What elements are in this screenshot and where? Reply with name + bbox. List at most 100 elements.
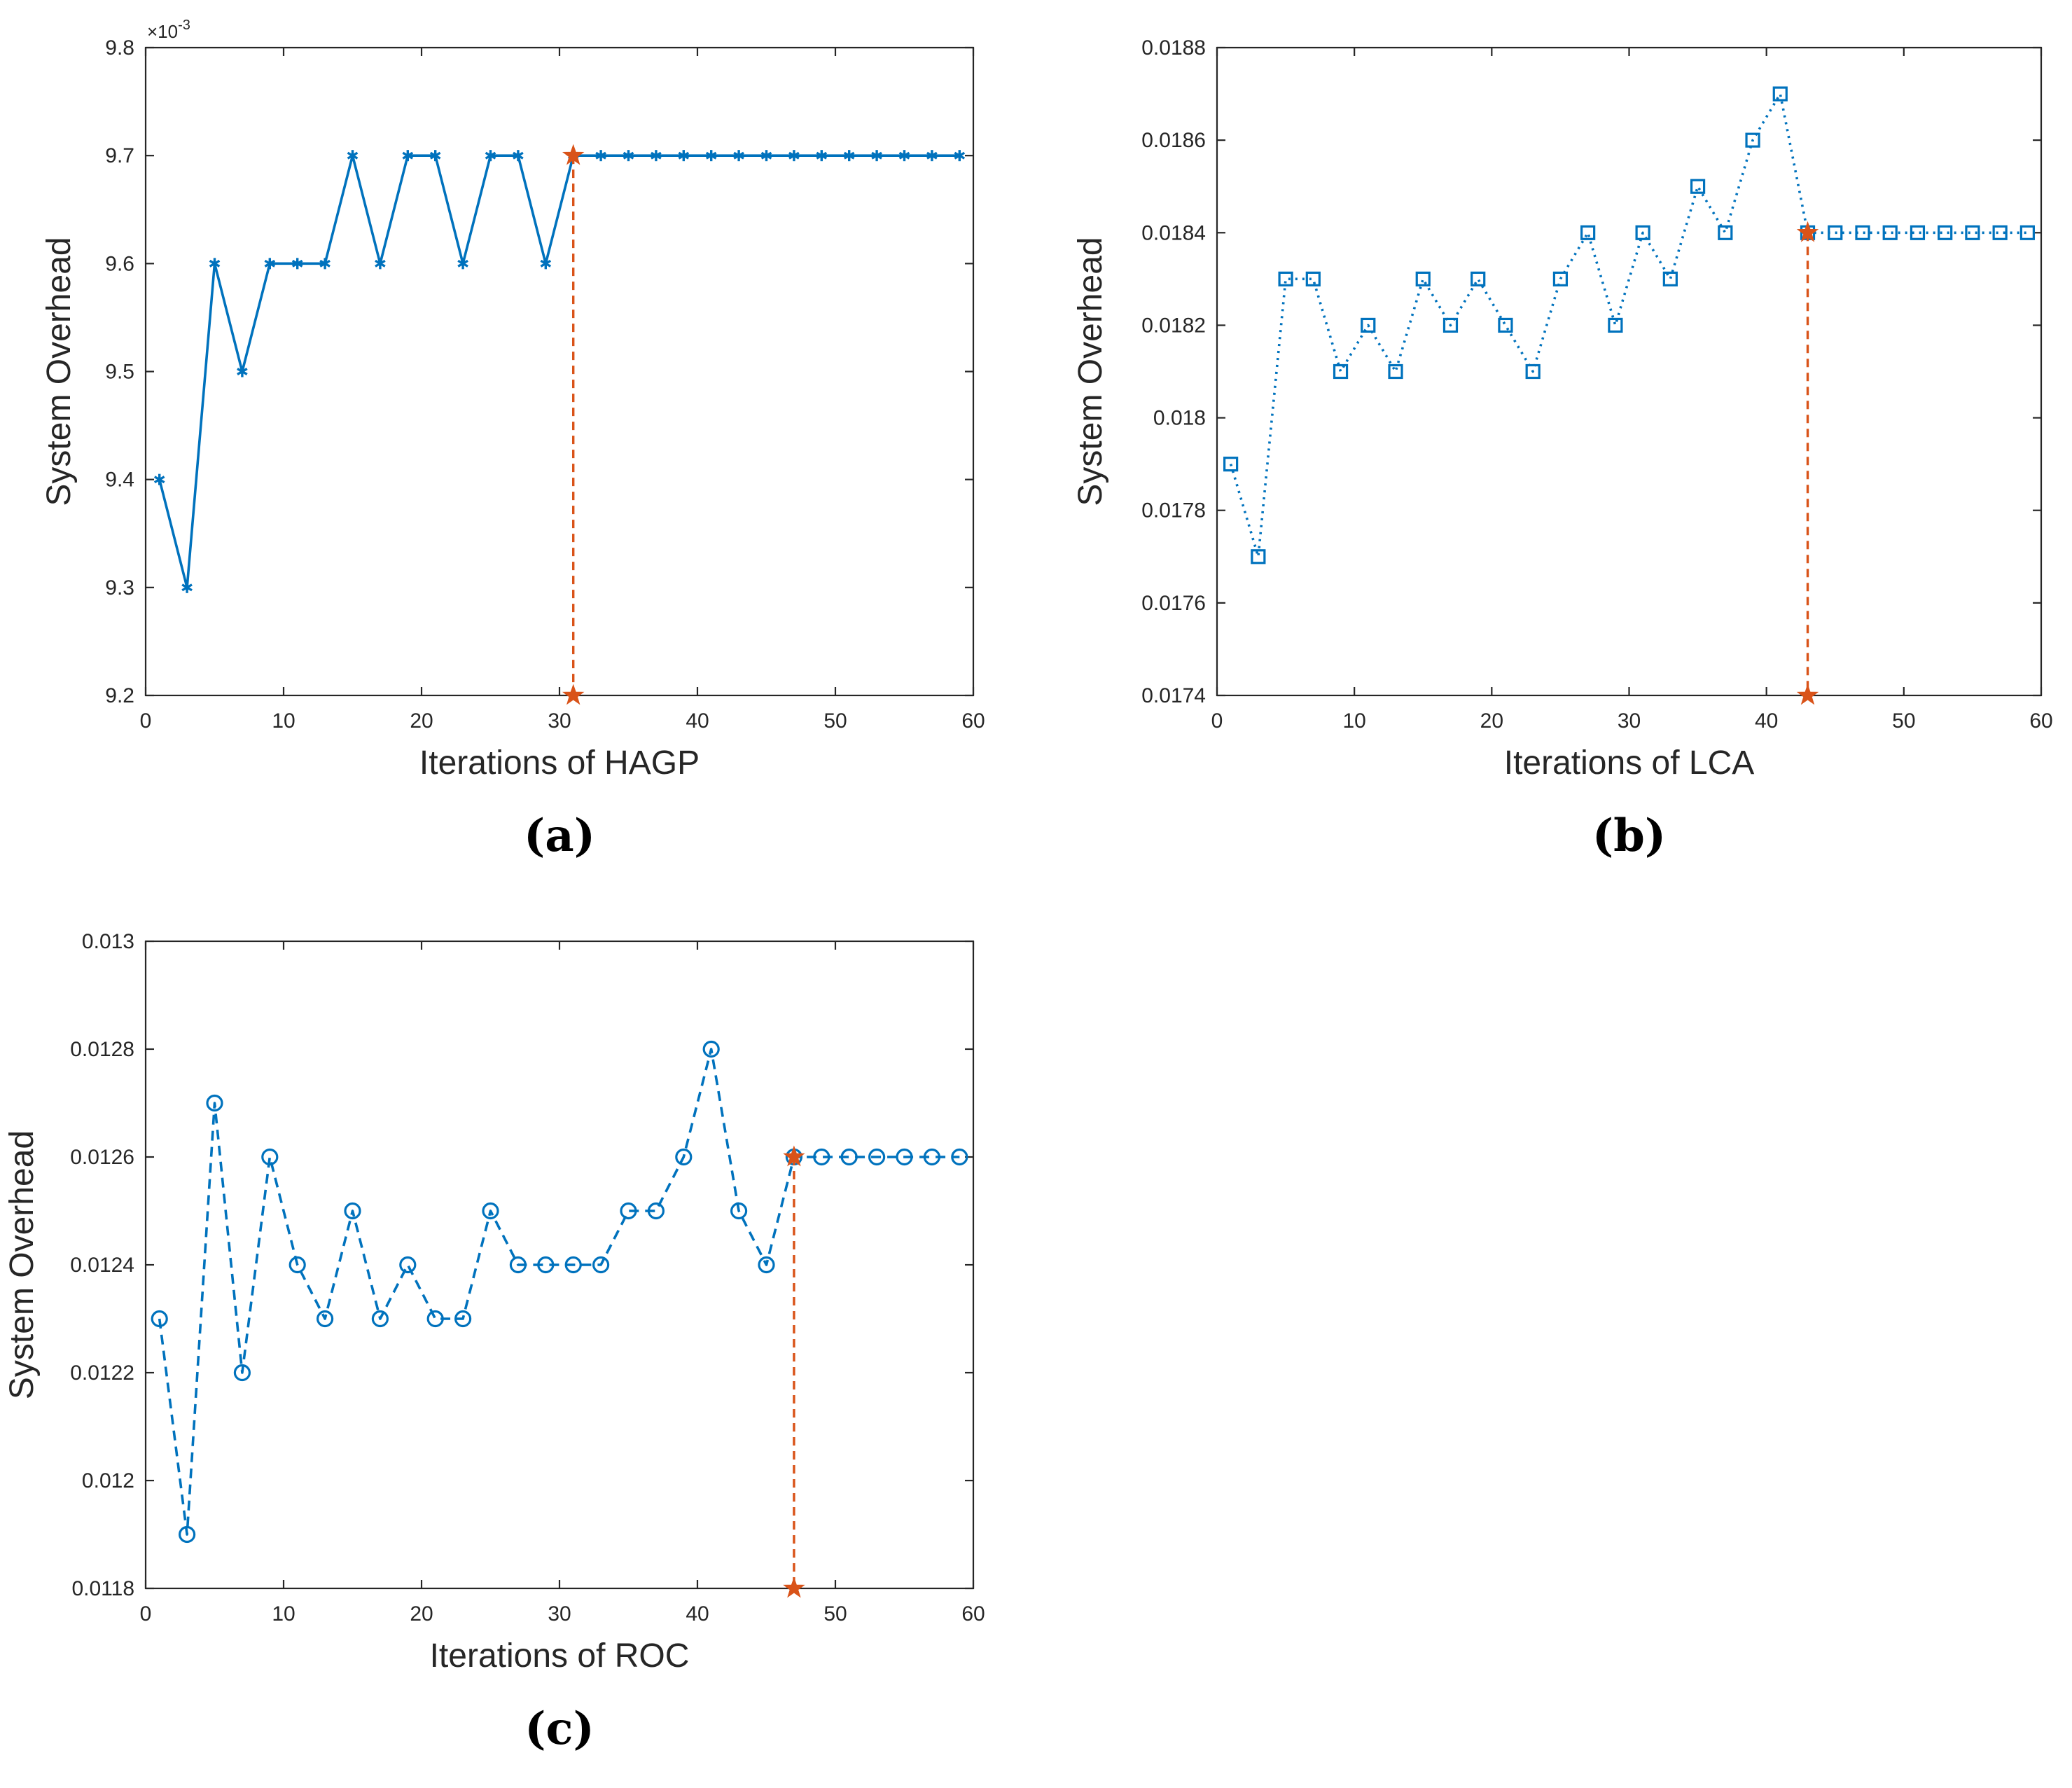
chart-panel-a: 0 10 20 30 40 50 60 9.2 9.3 9.4 9.5 9.6 9.7 9.8 ×10-3 I… <box>41 18 985 862</box>
y-tick-label: 0.012 <box>82 1469 134 1492</box>
data-point <box>651 150 662 162</box>
x-tick-label: 0 <box>140 1602 152 1626</box>
data-point <box>375 258 386 270</box>
x-axis-label: Iterations of ROC <box>430 1637 690 1675</box>
data-point <box>1305 271 1321 286</box>
data-point <box>1223 457 1239 472</box>
x-tick-label: 20 <box>410 709 433 733</box>
y-tick-label: 9.3 <box>105 576 134 600</box>
x-tick-label: 50 <box>823 709 847 733</box>
data-point <box>678 150 690 162</box>
data-point <box>1415 271 1431 286</box>
data-point <box>813 1148 830 1166</box>
data-point <box>733 150 744 162</box>
y-tick-label: 9.6 <box>105 252 134 275</box>
panel-label: (c) <box>524 1703 595 1755</box>
convergence-star-baseline <box>783 1576 805 1598</box>
data-point <box>454 1310 472 1328</box>
x-tick-label: 40 <box>686 709 709 733</box>
y-tick-label: 0.0122 <box>70 1361 134 1385</box>
data-point <box>209 258 221 270</box>
data-point <box>1333 363 1349 380</box>
data-point <box>923 1148 941 1166</box>
data-point <box>595 150 606 162</box>
data-point <box>261 1148 279 1166</box>
y-tick-label: 0.0128 <box>70 1038 134 1061</box>
data-point <box>926 150 938 162</box>
data-point <box>702 1040 720 1058</box>
data-point <box>429 150 441 162</box>
convergence-star-baseline <box>562 684 585 705</box>
data-point <box>675 1148 693 1166</box>
chart-panel-c: 0 10 20 30 40 50 60 0.0118 0.012 0.0122 0.0124 0.01… <box>4 930 985 1755</box>
data-point <box>288 1256 306 1274</box>
x-tick-label: 20 <box>410 1602 433 1626</box>
x-axis-label: Iterations of LCA <box>1504 744 1755 782</box>
data-point <box>843 150 855 162</box>
convergence-star <box>783 1145 805 1167</box>
data-point <box>1388 363 1403 380</box>
series-line <box>158 1048 960 1536</box>
convergence-star <box>1796 221 1819 242</box>
y-axis-multiplier: ×10-3 <box>147 18 190 42</box>
data-point <box>1361 317 1376 333</box>
x-tick-label: 10 <box>272 709 295 733</box>
data-point <box>1882 225 1898 240</box>
data-point <box>1662 271 1678 286</box>
y-tick-label: 0.0124 <box>70 1254 134 1277</box>
data-point <box>871 150 882 162</box>
data-point <box>206 1094 223 1112</box>
data-point <box>1965 225 1980 240</box>
data-point <box>954 150 966 162</box>
y-axis-label: System Overhead <box>1072 237 1109 506</box>
y-tick-label: 9.8 <box>105 36 134 60</box>
data-point <box>1772 86 1788 102</box>
data-point <box>1992 225 2008 240</box>
data-point <box>233 1364 251 1382</box>
data-point <box>179 1525 196 1544</box>
x-tick-label: 30 <box>1618 709 1641 733</box>
y-tick-label: 0.0188 <box>1141 36 1206 60</box>
data-point <box>317 1310 334 1328</box>
x-tick-label: 40 <box>1755 709 1778 733</box>
x-tick-label: 30 <box>548 709 571 733</box>
y-axis-label: System Overhead <box>41 237 78 506</box>
y-tick-label: 0.013 <box>82 930 134 953</box>
data-point <box>371 1310 389 1328</box>
x-tick-label: 0 <box>140 709 152 733</box>
data-point <box>457 258 468 270</box>
y-tick-label: 9.7 <box>105 144 134 167</box>
data-point <box>1855 225 1870 240</box>
y-tick-label: 0.0178 <box>1141 499 1206 522</box>
data-point <box>1938 225 1953 240</box>
data-point <box>1525 363 1541 380</box>
data-point <box>898 150 910 162</box>
data-point <box>1608 317 1623 333</box>
x-tick-label: 20 <box>1480 709 1503 733</box>
y-tick-label: 9.2 <box>105 684 134 707</box>
y-tick-label: 9.5 <box>105 361 134 384</box>
x-tick-label: 60 <box>961 1602 985 1626</box>
data-point <box>840 1148 858 1166</box>
x-tick-label: 0 <box>1211 709 1223 733</box>
data-point <box>537 1256 555 1274</box>
data-point <box>1690 179 1706 194</box>
x-tick-label: 10 <box>272 1602 295 1626</box>
x-tick-label: 50 <box>1892 709 1915 733</box>
data-point <box>1442 317 1459 333</box>
data-point <box>1470 271 1486 286</box>
data-point <box>1828 225 1843 240</box>
data-point <box>647 1202 665 1220</box>
data-point <box>592 1256 610 1274</box>
data-point <box>1718 225 1733 240</box>
data-point <box>564 1256 582 1274</box>
data-point <box>705 150 717 162</box>
chart-panel-b: 0 10 20 30 40 50 60 0.0174 0.0176 0.0178 0.018 0.01… <box>1072 36 2053 862</box>
y-tick-label: 0.0184 <box>1141 221 1206 244</box>
data-point <box>509 1256 527 1274</box>
data-point <box>2019 225 2035 240</box>
data-point <box>1745 132 1760 148</box>
data-point <box>344 1202 361 1220</box>
data-point <box>951 1148 968 1166</box>
data-point <box>319 258 331 270</box>
